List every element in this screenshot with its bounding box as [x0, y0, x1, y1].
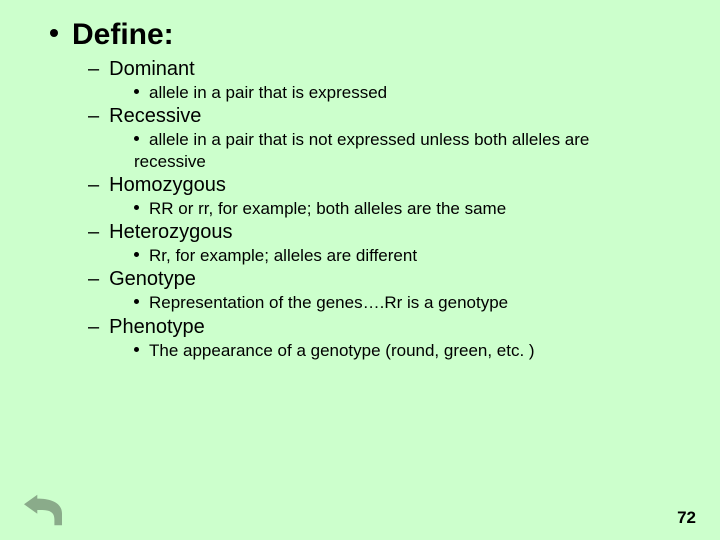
term-heterozygous: –Heterozygous	[88, 221, 690, 244]
slide-title: Define:	[72, 18, 174, 51]
title-bullet	[50, 29, 58, 37]
term-homozygous: –Homozygous	[88, 174, 690, 197]
definition-text: The appearance of a genotype (round, gre…	[149, 341, 535, 360]
definition-text: allele in a pair that is not expressed u…	[134, 130, 589, 170]
dash: –	[88, 221, 99, 244]
dash: –	[88, 105, 99, 128]
term-label: Dominant	[109, 58, 195, 80]
term-label: Genotype	[109, 268, 196, 290]
term-dominant: –Dominant	[88, 58, 690, 81]
def-bullet	[134, 136, 139, 141]
definition-heterozygous: Rr, for example; alleles are different	[134, 245, 660, 266]
term-label: Phenotype	[109, 316, 205, 338]
term-label: Homozygous	[109, 174, 226, 196]
definition-dominant: allele in a pair that is expressed	[134, 82, 660, 103]
return-icon[interactable]	[24, 494, 62, 526]
slide-title-line: Define:	[50, 18, 690, 52]
def-bullet	[134, 89, 139, 94]
definition-genotype: Representation of the genes….Rr is a gen…	[134, 292, 660, 313]
definition-text: allele in a pair that is expressed	[149, 83, 387, 102]
dash: –	[88, 316, 99, 339]
term-genotype: –Genotype	[88, 268, 690, 291]
term-label: Recessive	[109, 105, 201, 127]
dash: –	[88, 174, 99, 197]
dash: –	[88, 268, 99, 291]
definition-text: Representation of the genes….Rr is a gen…	[149, 293, 508, 312]
def-bullet	[134, 252, 139, 257]
def-bullet	[134, 205, 139, 210]
term-phenotype: –Phenotype	[88, 316, 690, 339]
definition-text: Rr, for example; alleles are different	[149, 246, 417, 265]
slide-content: Define: –Dominant allele in a pair that …	[0, 0, 720, 361]
dash: –	[88, 58, 99, 81]
definition-text: RR or rr, for example; both alleles are …	[149, 199, 506, 218]
def-bullet	[134, 347, 139, 352]
term-label: Heterozygous	[109, 221, 232, 243]
def-bullet	[134, 299, 139, 304]
term-recessive: –Recessive	[88, 105, 690, 128]
definition-homozygous: RR or rr, for example; both alleles are …	[134, 198, 660, 219]
definition-phenotype: The appearance of a genotype (round, gre…	[134, 340, 660, 361]
definition-recessive: allele in a pair that is not expressed u…	[134, 129, 660, 172]
page-number: 72	[677, 508, 696, 528]
